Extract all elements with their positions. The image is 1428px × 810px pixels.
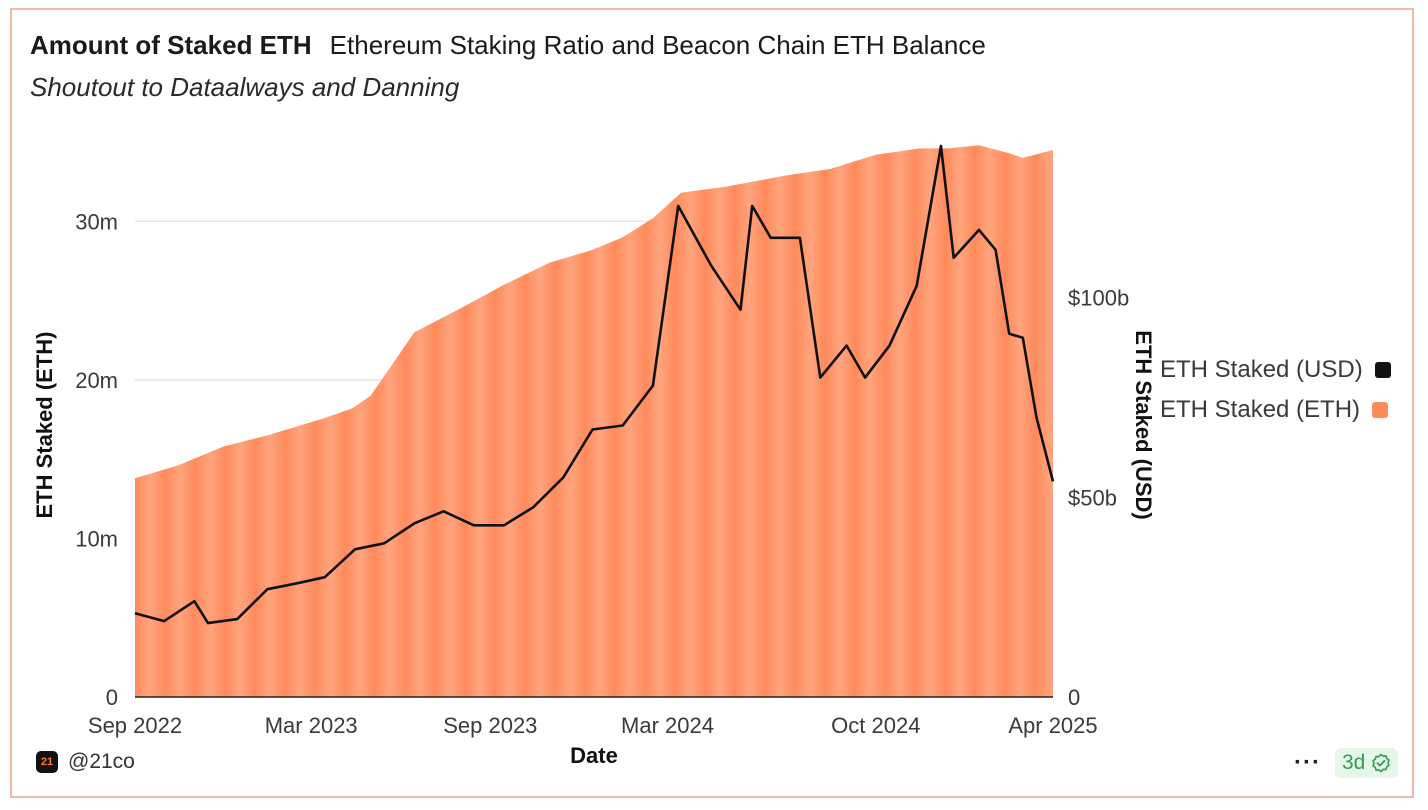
check-badge-icon: [1372, 753, 1391, 773]
y-right-tick-label: 0: [1068, 685, 1080, 710]
brand-logo-icon: 21: [36, 751, 58, 773]
x-tick-label: Mar 2024: [621, 713, 714, 738]
refresh-badge[interactable]: 3d: [1334, 748, 1399, 778]
y-left-tick-label: 10m: [75, 526, 118, 551]
x-tick-label: Sep 2023: [443, 713, 537, 738]
legend-swatch-eth: [1372, 402, 1389, 418]
y-left-axis-title: ETH Staked (ETH): [32, 331, 57, 518]
y-right-tick-label: $50b: [1068, 485, 1117, 510]
legend-item-usd[interactable]: ETH Staked (USD): [1160, 350, 1391, 390]
x-tick-label: Sep 2022: [88, 713, 182, 738]
legend: ETH Staked (USD) ETH Staked (ETH): [1160, 350, 1391, 430]
y-right-tick-label: $100b: [1068, 286, 1129, 311]
y-left-tick-label: 0: [106, 685, 118, 710]
area-eth-staked: [135, 145, 1053, 697]
chart-note: Shoutout to Dataalways and Danning: [30, 72, 460, 102]
x-axis-title: Date: [570, 743, 618, 768]
legend-swatch-usd: [1374, 362, 1391, 378]
footer-handle: @21co: [68, 750, 135, 773]
y-left-tick-label: 30m: [75, 209, 118, 234]
chart-subtitle: Ethereum Staking Ratio and Beacon Chain …: [329, 30, 986, 60]
chart-main-title: Amount of Staked ETH: [30, 30, 312, 60]
y-left-tick-label: 20m: [75, 368, 118, 393]
x-tick-label: Apr 2025: [1008, 713, 1097, 738]
legend-label-eth: ETH Staked (ETH): [1160, 396, 1361, 423]
refresh-badge-label: 3d: [1341, 751, 1366, 774]
footer-attribution[interactable]: 21 @21co: [36, 750, 135, 774]
ellipsis-icon[interactable]: ···: [1294, 749, 1321, 776]
legend-item-eth[interactable]: ETH Staked (ETH): [1160, 390, 1391, 430]
y-right-axis-title: ETH Staked (USD): [1131, 330, 1156, 519]
chart-title: Amount of Staked ETH Ethereum Staking Rat…: [30, 30, 986, 61]
footer-actions: ··· 3d: [1294, 748, 1399, 778]
x-tick-label: Oct 2024: [831, 713, 920, 738]
legend-label-usd: ETH Staked (USD): [1160, 356, 1363, 383]
x-tick-label: Mar 2023: [265, 713, 358, 738]
line-usd-staked: [134, 144, 1055, 625]
